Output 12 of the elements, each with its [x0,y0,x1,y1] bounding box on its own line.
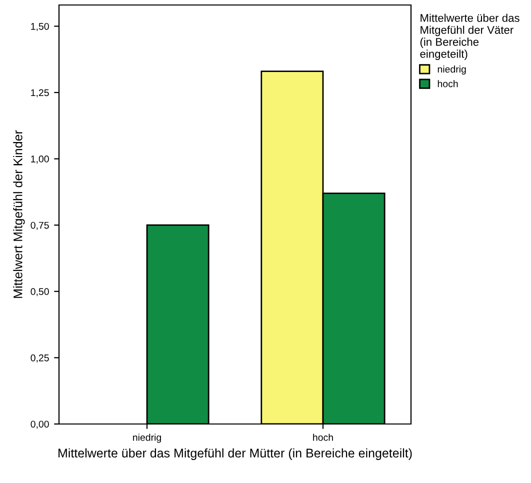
y-tick-label: 0,75 [30,222,49,230]
y-axis-title: Mittelwert Mitgefühl der Kinder [13,130,25,298]
legend-label: hoch [438,80,458,88]
legend-label: niedrig [438,66,466,75]
y-tick-label: 0,25 [30,354,49,362]
y-tick-label: 1,00 [31,156,49,164]
y-tick-label: 1,50 [31,22,49,31]
legend-title: Mittelwerte über das Mitgefühl der Väter (in Bereiche eingeteilt) [420,14,520,60]
x-axis-title: Mittelwerte über das Mitgefühl der Mütter (in Bereiche eingeteilt) [58,448,412,460]
y-tick-label: 0,50 [30,288,49,296]
y-tick-label: 1,25 [31,89,49,98]
y-tick-label: 0,00 [30,420,49,429]
